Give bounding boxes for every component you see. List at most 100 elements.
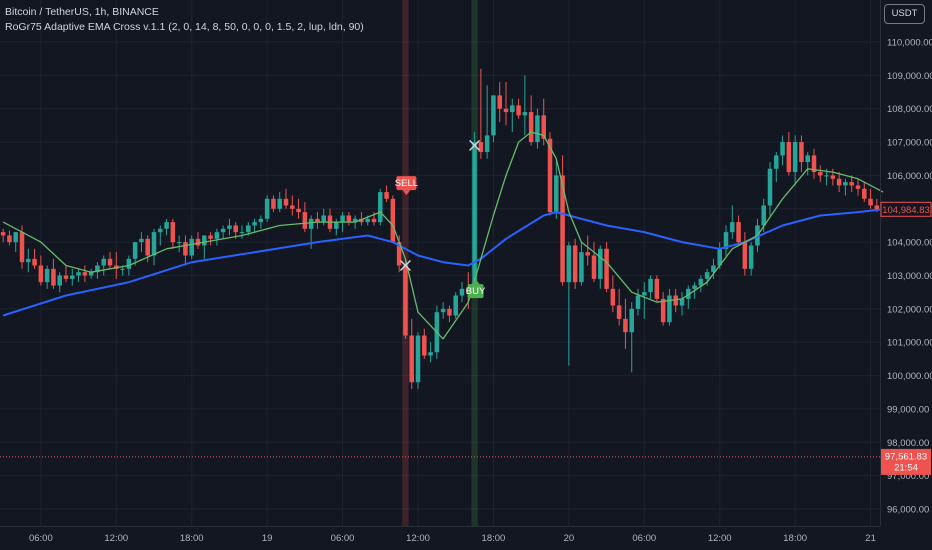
candle — [566, 242, 572, 366]
candles — [0, 68, 880, 389]
candle-body — [836, 178, 842, 186]
indicator-title[interactable]: RoGr75 Adaptive EMA Cross v.1.1 (2, 0, 1… — [5, 21, 364, 33]
candle — [629, 302, 634, 373]
candle-body — [679, 298, 685, 306]
candle — [63, 265, 69, 283]
candle — [541, 98, 546, 146]
candle — [315, 212, 320, 229]
candle-body — [202, 235, 207, 246]
price-tick-label: 109,000.00 — [887, 71, 932, 82]
candle — [176, 235, 182, 253]
candle-body — [774, 155, 779, 169]
candle-body — [0, 232, 6, 236]
candle — [667, 288, 672, 326]
candle — [302, 202, 308, 233]
candle-body — [453, 295, 458, 316]
candle — [271, 195, 276, 213]
label-box — [396, 176, 417, 191]
candle-body — [730, 222, 735, 233]
time-tick-label: 18:00 — [783, 533, 807, 544]
candle-body — [704, 272, 710, 279]
candle-body — [359, 218, 364, 223]
currency-button[interactable]: USDT — [884, 4, 925, 24]
candle — [359, 212, 364, 226]
candle-body — [642, 292, 647, 296]
candle — [554, 158, 559, 219]
time-tick-label: 12:00 — [406, 533, 430, 544]
candle — [296, 198, 301, 219]
candle — [334, 218, 339, 236]
candle-body — [13, 232, 18, 243]
candle-body — [792, 142, 798, 173]
candle-body — [82, 272, 88, 276]
candle — [384, 185, 389, 203]
time-tick-label: 06:00 — [29, 533, 53, 544]
tag-box — [881, 448, 931, 475]
candle — [214, 228, 220, 246]
candle-body — [698, 278, 704, 286]
candle-body — [315, 218, 320, 223]
candle-body — [711, 265, 716, 273]
candle — [252, 218, 257, 233]
candle — [717, 242, 722, 269]
price-tick-label: 108,000.00 — [887, 104, 932, 115]
candle-body — [447, 308, 452, 316]
candle-body — [736, 222, 741, 243]
candle-body — [623, 318, 628, 333]
candle-body — [862, 188, 867, 199]
candle — [38, 255, 44, 286]
candle-body — [585, 252, 590, 256]
candle — [164, 218, 169, 236]
candle-body — [818, 172, 823, 176]
candle-body — [170, 222, 176, 243]
candle — [748, 242, 754, 276]
candle-body — [422, 335, 427, 356]
candle-body — [63, 275, 69, 279]
candle-body — [76, 272, 81, 276]
price-tick-label: 102,000.00 — [887, 304, 932, 315]
candle — [277, 192, 282, 213]
candle — [459, 282, 465, 303]
candle-body — [541, 115, 546, 139]
candle — [378, 188, 383, 226]
buy-signal-label: BUY — [466, 279, 486, 299]
candle — [723, 225, 729, 256]
candle-body — [271, 198, 276, 209]
candle — [26, 248, 31, 273]
candle-body — [510, 105, 515, 113]
candle-body — [44, 268, 50, 283]
candle-body — [290, 205, 295, 209]
candle — [403, 258, 408, 339]
tag-box — [880, 201, 932, 217]
candle-body — [547, 138, 553, 213]
candle — [579, 242, 584, 286]
symbol-title[interactable]: Bitcoin / TetherUS, 1h, BINANCE — [5, 6, 159, 18]
candle-body — [70, 275, 75, 279]
candle-body — [246, 225, 251, 233]
candle-body — [51, 268, 56, 286]
candle — [855, 178, 861, 196]
candle — [635, 288, 641, 316]
candle-body — [742, 242, 748, 269]
candle-body — [384, 192, 389, 199]
candle-body — [767, 168, 773, 206]
candle — [862, 182, 867, 203]
candle — [497, 82, 502, 123]
candle — [51, 258, 56, 289]
candle-body — [799, 142, 804, 163]
price-tick-label: 103,000.00 — [887, 271, 932, 282]
candle — [503, 82, 509, 126]
candle-body — [189, 238, 194, 256]
candle — [805, 152, 810, 176]
signal-text: SELL — [395, 178, 418, 189]
label-pointer — [402, 190, 411, 196]
candle — [686, 285, 691, 309]
candle — [560, 155, 565, 286]
price-tick-label: 110,000.00 — [887, 38, 932, 49]
candle-body — [321, 215, 326, 223]
candle-body — [107, 258, 113, 266]
candle-body — [566, 245, 572, 283]
candle-body — [283, 198, 289, 206]
candle-body — [352, 218, 358, 223]
